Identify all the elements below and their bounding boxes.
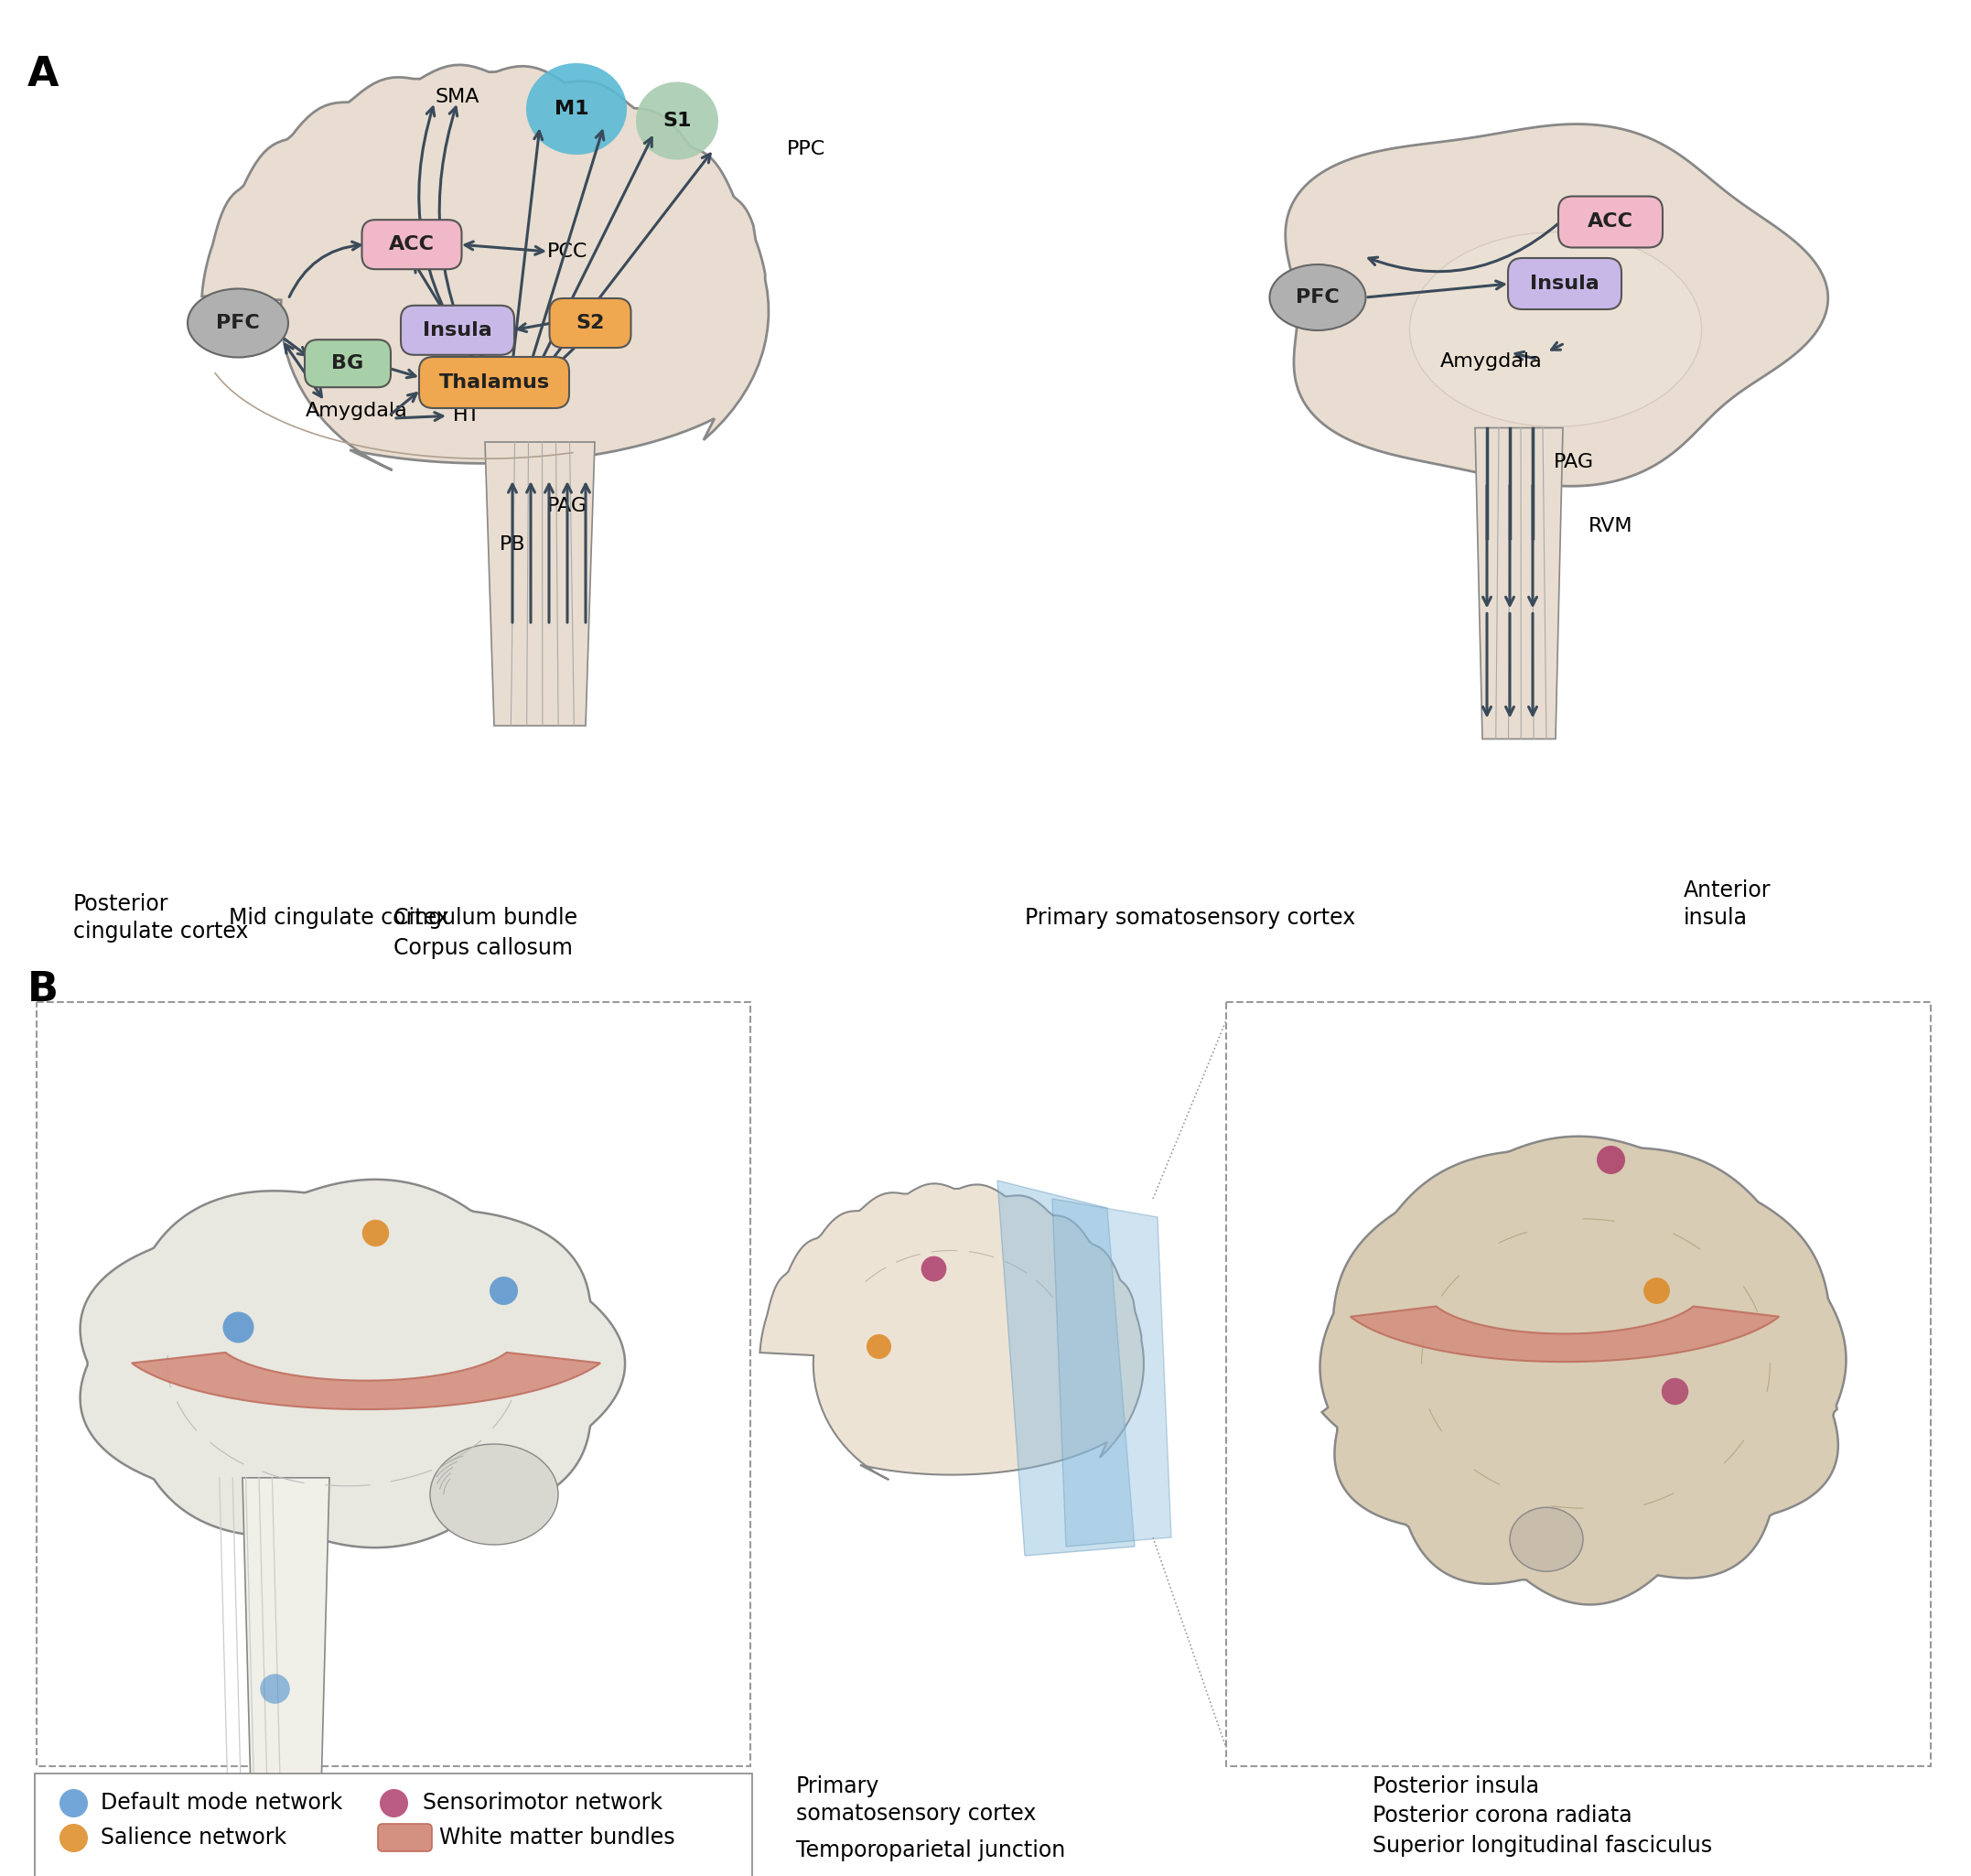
Polygon shape xyxy=(81,1180,625,1548)
Text: Amygdala: Amygdala xyxy=(1441,353,1543,371)
Text: RVM: RVM xyxy=(1589,518,1632,535)
Text: B: B xyxy=(28,970,59,1009)
Polygon shape xyxy=(1474,428,1563,739)
Text: Cingulum bundle: Cingulum bundle xyxy=(394,906,578,929)
Text: Primary somatosensory cortex: Primary somatosensory cortex xyxy=(1025,906,1356,929)
FancyBboxPatch shape xyxy=(306,340,390,386)
Ellipse shape xyxy=(637,83,717,159)
Text: PAG: PAG xyxy=(548,497,587,516)
Polygon shape xyxy=(997,1180,1135,1555)
Point xyxy=(918,1253,950,1283)
Point xyxy=(863,1332,895,1362)
Ellipse shape xyxy=(187,289,288,356)
Ellipse shape xyxy=(1510,1508,1583,1572)
Text: Superior longitudinal fasciculus: Superior longitudinal fasciculus xyxy=(1372,1835,1713,1857)
Text: ACC: ACC xyxy=(1587,212,1634,231)
Text: Posterior insula: Posterior insula xyxy=(1372,1775,1539,1797)
FancyBboxPatch shape xyxy=(420,356,570,409)
Text: Temporoparietal junction: Temporoparietal junction xyxy=(796,1838,1066,1861)
Point xyxy=(487,1276,518,1306)
Text: Insula: Insula xyxy=(424,321,493,340)
Text: Rostral ventromedial
medulla: Rostral ventromedial medulla xyxy=(41,1775,266,1825)
Polygon shape xyxy=(1285,124,1827,486)
FancyBboxPatch shape xyxy=(378,1823,432,1852)
Point xyxy=(378,1788,410,1818)
Ellipse shape xyxy=(1409,233,1701,426)
FancyBboxPatch shape xyxy=(400,306,514,355)
Text: S1: S1 xyxy=(662,113,692,129)
Point xyxy=(1660,1375,1691,1405)
Text: S2: S2 xyxy=(576,313,605,332)
Point xyxy=(57,1823,89,1853)
Text: Mid cingulate cortex: Mid cingulate cortex xyxy=(229,906,449,929)
Point xyxy=(359,1218,390,1248)
FancyBboxPatch shape xyxy=(1559,197,1664,248)
Text: PAG: PAG xyxy=(1553,452,1595,471)
Polygon shape xyxy=(1321,1137,1847,1604)
Text: BG: BG xyxy=(331,355,365,373)
Text: SMA: SMA xyxy=(436,88,479,107)
Text: ACC: ACC xyxy=(388,234,436,253)
FancyBboxPatch shape xyxy=(35,1773,753,1876)
Polygon shape xyxy=(1053,1199,1171,1546)
Text: Insula: Insula xyxy=(1529,274,1598,293)
Text: Medial
prefrontal
cortex: Medial prefrontal cortex xyxy=(512,1775,619,1852)
Text: A: A xyxy=(28,54,59,94)
FancyBboxPatch shape xyxy=(550,298,631,347)
Polygon shape xyxy=(485,443,595,726)
Text: HT: HT xyxy=(453,407,481,426)
Text: Sensorimotor network: Sensorimotor network xyxy=(422,1792,662,1814)
Text: Posterior
cingulate cortex: Posterior cingulate cortex xyxy=(73,893,248,942)
Point xyxy=(1595,1144,1626,1174)
Polygon shape xyxy=(761,1184,1143,1480)
Text: Salience network: Salience network xyxy=(101,1827,286,1848)
Text: PPC: PPC xyxy=(786,141,826,158)
Text: PB: PB xyxy=(499,535,526,553)
Text: M1: M1 xyxy=(554,99,589,118)
Text: Primary
somatosensory cortex: Primary somatosensory cortex xyxy=(796,1775,1037,1825)
FancyBboxPatch shape xyxy=(1508,259,1622,310)
Text: Anterior
insula: Anterior insula xyxy=(1683,880,1772,929)
Text: Thalamus: Thalamus xyxy=(440,373,550,392)
Point xyxy=(1640,1276,1671,1306)
Polygon shape xyxy=(1350,1306,1780,1362)
Ellipse shape xyxy=(430,1445,558,1544)
Text: PFC: PFC xyxy=(1295,289,1340,306)
Point xyxy=(57,1788,89,1818)
Text: Corpus callosum: Corpus callosum xyxy=(394,938,574,959)
Text: PFC: PFC xyxy=(217,313,260,332)
Point xyxy=(258,1673,290,1703)
Text: Thalamus: Thalamus xyxy=(274,1775,380,1797)
Point xyxy=(223,1311,254,1341)
FancyBboxPatch shape xyxy=(363,219,461,270)
Polygon shape xyxy=(132,1353,601,1409)
Polygon shape xyxy=(201,66,769,471)
Ellipse shape xyxy=(526,64,627,154)
Text: Default mode network: Default mode network xyxy=(101,1792,343,1814)
Text: White matter bundles: White matter bundles xyxy=(440,1827,674,1848)
Text: Amygdala: Amygdala xyxy=(306,401,408,420)
Text: PCC: PCC xyxy=(548,242,587,261)
Ellipse shape xyxy=(1269,265,1366,330)
Text: Periaqueductal gray: Periaqueductal gray xyxy=(274,1807,491,1829)
Polygon shape xyxy=(242,1478,329,1825)
Text: Posterior corona radiata: Posterior corona radiata xyxy=(1372,1805,1632,1827)
